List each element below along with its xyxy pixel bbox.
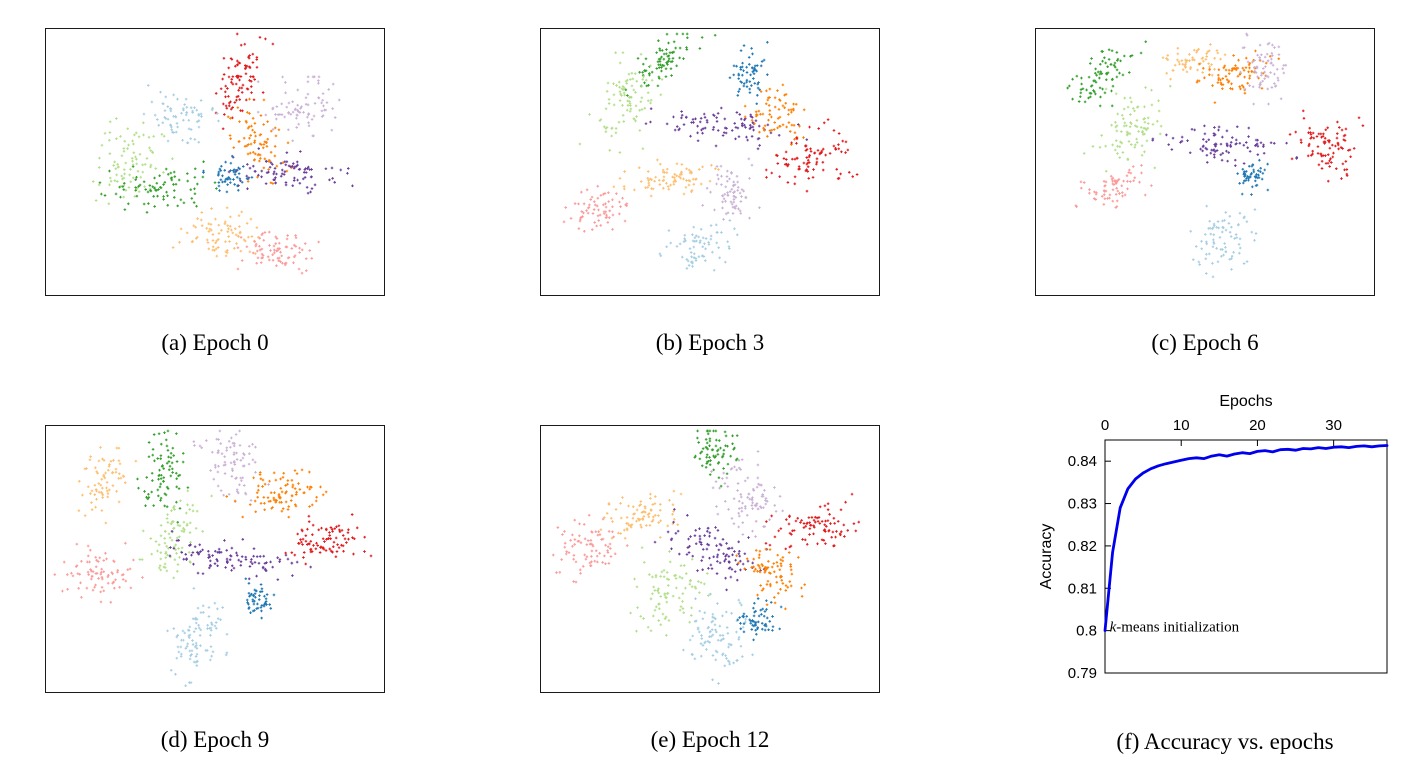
subfigure-b: (b) Epoch 3 — [540, 28, 880, 360]
svg-text:10: 10 — [1173, 417, 1190, 434]
svg-text:20: 20 — [1249, 417, 1266, 434]
tsne-scatter-epoch-0 — [45, 28, 385, 296]
scatter-svg — [1066, 32, 1365, 279]
tsne-scatter-epoch-6 — [1035, 28, 1375, 296]
subfigure-a: (a) Epoch 0 — [45, 28, 385, 360]
scatter-svg — [91, 32, 354, 275]
svg-text:0.8: 0.8 — [1076, 623, 1097, 640]
scatter-svg — [53, 429, 373, 688]
svg-text:0.82: 0.82 — [1068, 538, 1097, 555]
svg-text:0.79: 0.79 — [1068, 665, 1097, 682]
line-chart-svg: 0 10 20 30 Epochs 0.79 0.8 0.81 0.82 0.83 0.84 Accu… — [1038, 393, 1389, 682]
svg-text:0.84: 0.84 — [1068, 453, 1097, 470]
svg-text:30: 30 — [1325, 417, 1342, 434]
svg-text:0.81: 0.81 — [1068, 580, 1097, 597]
subfigure-caption-f: (f) Accuracy vs. epochs — [1116, 729, 1334, 754]
subfigure-caption-e: (e) Epoch 12 — [650, 727, 770, 752]
tsne-scatter-epoch-12 — [540, 425, 880, 693]
subfigure-d: (d) Epoch 9 — [45, 425, 385, 757]
subfigure-c: (c) Epoch 6 — [1035, 28, 1375, 360]
svg-text:0: 0 — [1101, 417, 1109, 434]
subfigure-f: 0 10 20 30 Epochs 0.79 0.8 0.81 0.82 0.83 0.84 Accu… — [1035, 385, 1395, 759]
subfigure-caption-a: (a) Epoch 0 — [161, 330, 269, 355]
scatter-svg — [551, 429, 861, 685]
x-axis-title: Epochs — [1219, 393, 1272, 410]
accuracy-line-chart: 0 10 20 30 Epochs 0.79 0.8 0.81 0.82 0.83 0.84 Accu… — [1035, 385, 1395, 685]
tsne-scatter-epoch-3 — [540, 28, 880, 296]
y-axis-title: Accuracy — [1038, 524, 1055, 590]
tsne-scatter-epoch-9 — [45, 425, 385, 693]
scatter-svg — [562, 32, 859, 272]
subfigure-e: (e) Epoch 12 — [540, 425, 880, 757]
kmeans-annotation: k-means initialization — [1110, 619, 1240, 635]
subfigure-caption-c: (c) Epoch 6 — [1151, 330, 1259, 355]
svg-text:0.83: 0.83 — [1068, 496, 1097, 513]
subfigure-caption-d: (d) Epoch 9 — [160, 727, 270, 752]
subfigure-caption-b: (b) Epoch 3 — [655, 330, 765, 355]
